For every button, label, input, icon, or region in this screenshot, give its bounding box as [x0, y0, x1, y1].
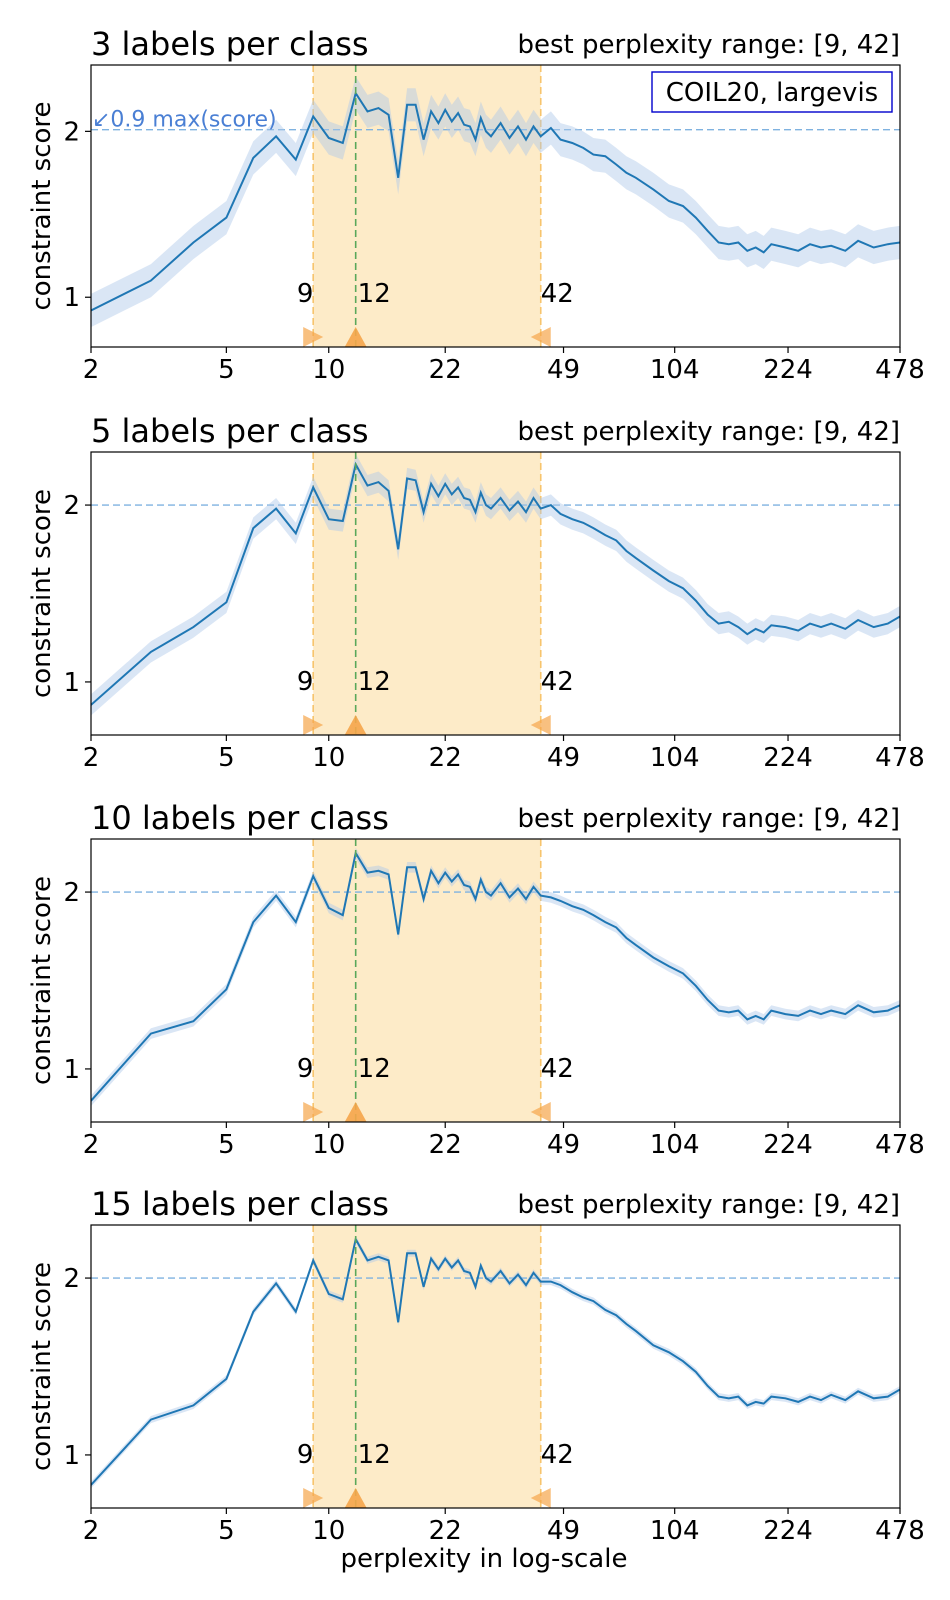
x-tick-label: 49: [547, 355, 580, 385]
score-line: [91, 850, 900, 1102]
best-perplexity-label: 12: [358, 1054, 391, 1084]
y-axis-label: constraint score: [27, 101, 57, 310]
confidence-band: [91, 453, 900, 716]
x-tick-label: 478: [875, 743, 925, 773]
range-start-marker: [303, 327, 324, 347]
score-line: [91, 90, 900, 312]
threshold-annotation: ↙0.9 max(score): [92, 108, 277, 133]
y-tick-label: 1: [63, 1055, 80, 1085]
best-range-shading: [313, 65, 541, 347]
x-tick-label: 22: [429, 1516, 462, 1546]
best-perplexity-label: 12: [358, 667, 391, 697]
x-tick-label: 5: [218, 1516, 235, 1546]
y-axis-label: constraint score: [27, 1262, 57, 1471]
range-end-marker: [530, 327, 551, 347]
x-tick-label: 10: [312, 355, 345, 385]
y-axis-label: constraint score: [27, 876, 57, 1085]
x-tick-label: 224: [763, 1130, 813, 1160]
x-tick-label: 49: [547, 1130, 580, 1160]
y-tick-label: 1: [63, 1441, 80, 1471]
x-tick-label: 478: [875, 1516, 925, 1546]
x-tick-label: 478: [875, 355, 925, 385]
best-perplexity-label: 12: [358, 279, 391, 309]
plot-frame: [90, 1224, 901, 1509]
y-tick-label: 2: [63, 491, 80, 521]
plot-frame: [90, 451, 901, 736]
x-tick-label: 5: [218, 355, 235, 385]
best-perplexity-label: 12: [358, 1440, 391, 1470]
best-perplexity-marker: [344, 1102, 367, 1122]
range-start-marker: [303, 715, 324, 735]
panel-title: 15 labels per class: [91, 1185, 389, 1223]
x-tick-label: 10: [312, 743, 345, 773]
score-line: [91, 1236, 900, 1486]
range-end-marker: [530, 1488, 551, 1508]
confidence-band: [91, 76, 900, 328]
x-tick-label: 2: [83, 1130, 100, 1160]
x-tick-label: 478: [875, 1130, 925, 1160]
y-tick-label: 2: [63, 117, 80, 147]
range-start-marker: [303, 1102, 324, 1122]
dataset-legend: COIL20, largevis: [651, 71, 893, 113]
y-tick-label: 1: [63, 283, 80, 313]
plot-frame: [90, 838, 901, 1123]
x-tick-label: 224: [763, 355, 813, 385]
x-tick-label: 5: [218, 1130, 235, 1160]
best-perplexity-marker: [344, 715, 367, 735]
range-start-marker: [303, 1488, 324, 1508]
x-tick-label: 104: [650, 1130, 700, 1160]
x-tick-label: 224: [763, 743, 813, 773]
best-perplexity-marker: [344, 327, 367, 347]
y-tick-label: 2: [63, 878, 80, 908]
best-perplexity-marker: [344, 1488, 367, 1508]
range-end-label: 42: [541, 1054, 574, 1084]
legend-text: COIL20, largevis: [666, 78, 878, 108]
best-range-text: best perplexity range: [9, 42]: [518, 1190, 900, 1220]
x-tick-label: 49: [547, 1516, 580, 1546]
x-tick-label: 5: [218, 743, 235, 773]
y-tick-label: 1: [63, 668, 80, 698]
range-end-marker: [530, 1102, 551, 1122]
y-tick-label: 2: [63, 1264, 80, 1294]
x-tick-label: 22: [429, 743, 462, 773]
x-tick-label: 104: [650, 743, 700, 773]
best-range-text: best perplexity range: [9, 42]: [518, 30, 900, 60]
panel-title: 5 labels per class: [91, 412, 369, 450]
range-end-label: 42: [541, 667, 574, 697]
x-tick-label: 2: [83, 1516, 100, 1546]
range-end-marker: [530, 715, 551, 735]
x-tick-label: 49: [547, 743, 580, 773]
best-range-text: best perplexity range: [9, 42]: [518, 804, 900, 834]
x-tick-label: 104: [650, 355, 700, 385]
plot-frame: [90, 64, 901, 348]
x-tick-label: 22: [429, 355, 462, 385]
range-start-label: 9: [297, 279, 314, 309]
panel-title: 3 labels per class: [91, 25, 369, 63]
x-tick-label: 22: [429, 1130, 462, 1160]
best-range-text: best perplexity range: [9, 42]: [518, 417, 900, 447]
legend-frame: [651, 71, 893, 113]
y-axis-label: constraint score: [27, 489, 57, 698]
x-tick-label: 10: [312, 1130, 345, 1160]
x-tick-label: 224: [763, 1516, 813, 1546]
best-range-shading: [313, 1225, 541, 1508]
range-end-label: 42: [541, 1440, 574, 1470]
x-tick-label: 10: [312, 1516, 345, 1546]
x-tick-label: 2: [83, 355, 100, 385]
panel-title: 10 labels per class: [91, 799, 389, 837]
range-start-label: 9: [297, 1440, 314, 1470]
x-tick-label: 2: [83, 743, 100, 773]
x-tick-label: 104: [650, 1516, 700, 1546]
x-axis-label: perplexity in log-scale: [341, 1544, 628, 1574]
score-line: [91, 461, 900, 706]
range-start-label: 9: [297, 1054, 314, 1084]
range-start-label: 9: [297, 667, 314, 697]
range-end-label: 42: [541, 279, 574, 309]
